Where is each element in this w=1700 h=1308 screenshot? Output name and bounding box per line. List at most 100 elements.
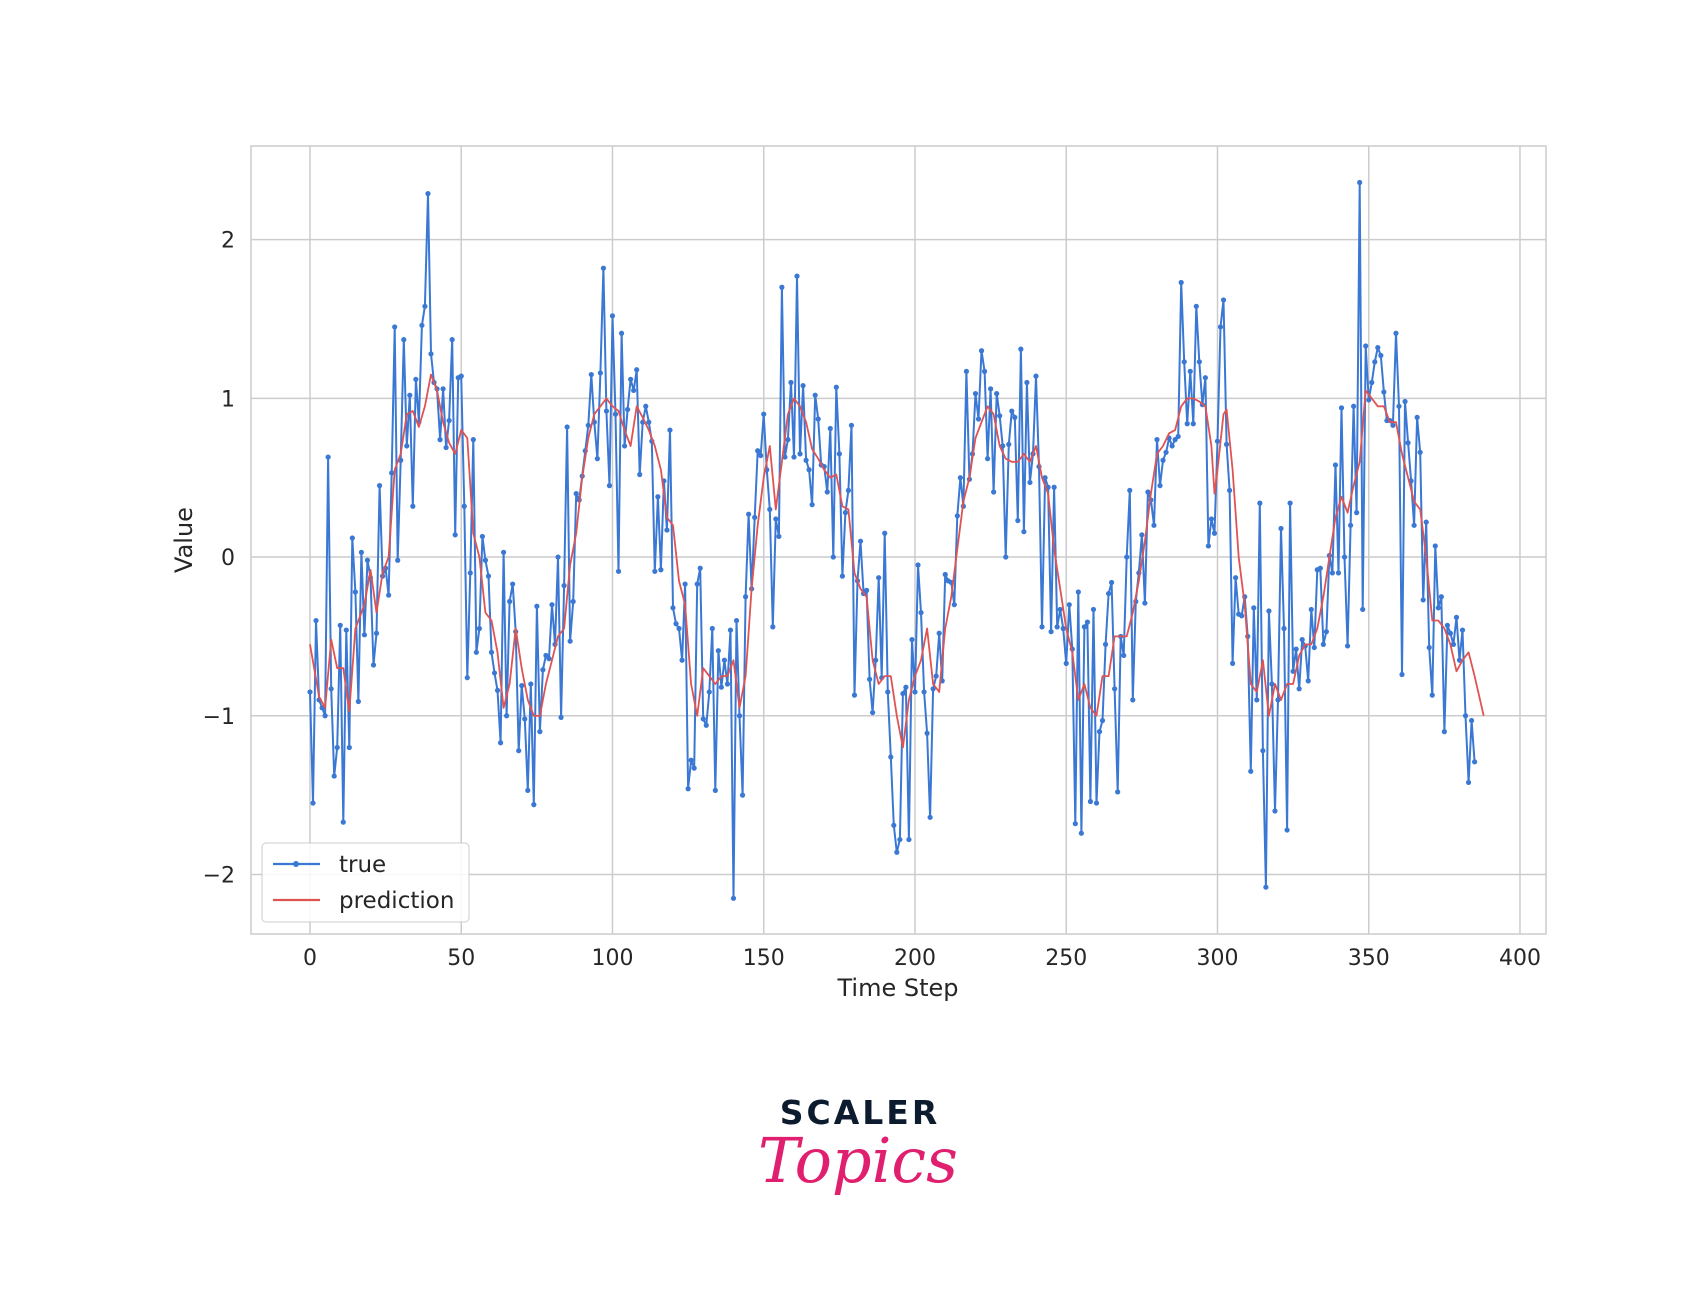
data-point-true (494, 687, 501, 693)
data-point-true (1226, 487, 1233, 494)
data-point-true (1323, 629, 1329, 635)
data-point-true (876, 575, 882, 581)
data-point-true (1084, 619, 1091, 625)
data-point-true (1432, 543, 1438, 549)
data-point-true (830, 554, 836, 560)
data-point-true (972, 390, 979, 397)
data-point-true (682, 581, 688, 587)
data-point-true (842, 510, 849, 516)
data-point-true (997, 413, 1003, 419)
data-point-true (1000, 443, 1006, 449)
data-point-true (476, 625, 482, 632)
data-point-true (885, 689, 891, 695)
data-point-true (1196, 359, 1202, 365)
data-point-true (437, 437, 443, 443)
data-point-true (340, 819, 346, 825)
data-point-true (625, 406, 631, 413)
data-point-true (549, 602, 555, 608)
data-point-true (1033, 373, 1039, 379)
data-point-true (561, 583, 567, 589)
data-point-true (770, 624, 776, 630)
data-point-true (1109, 579, 1115, 586)
data-point-true (1066, 602, 1072, 608)
data-point-true (1081, 624, 1087, 630)
data-point-true (882, 530, 888, 536)
data-point-true (1305, 678, 1311, 684)
data-point-true (1372, 359, 1378, 365)
data-point-true (1018, 346, 1024, 352)
data-point-true (1015, 517, 1021, 524)
data-point-true (776, 533, 782, 540)
data-point-true (779, 284, 785, 290)
data-point-true (473, 649, 479, 655)
data-point-true (1154, 437, 1160, 443)
data-point-true (688, 757, 694, 763)
data-point-true (479, 533, 486, 540)
data-point-true (981, 368, 988, 374)
data-point-true (1459, 627, 1466, 633)
data-point-true (516, 748, 522, 754)
data-point-true (443, 444, 449, 451)
data-point-true (845, 487, 852, 494)
data-point-true (1438, 594, 1444, 600)
data-point-true (461, 503, 467, 509)
data-point-true (355, 698, 361, 705)
data-point-true (676, 625, 682, 632)
data-point-true (800, 383, 806, 389)
x-tick-label: 150 (743, 946, 785, 971)
data-point-true (525, 787, 531, 793)
data-point-true (631, 387, 637, 394)
data-point-true (1121, 652, 1127, 659)
data-point-true (1184, 421, 1190, 427)
series-line-prediction (309, 373, 1485, 749)
data-point-true (1347, 522, 1354, 528)
data-point-true (667, 427, 673, 433)
data-point-true (612, 411, 619, 417)
data-point-true (1012, 414, 1018, 420)
data-point-true (1223, 441, 1230, 447)
data-point-true (1429, 692, 1435, 698)
data-point-true (1357, 179, 1363, 186)
legend-label-prediction: prediction (339, 888, 454, 914)
data-point-true (1363, 343, 1369, 349)
data-point-true (1072, 821, 1078, 827)
x-tick-label: 300 (1196, 946, 1238, 971)
data-point-true (685, 786, 691, 792)
data-point-true (1096, 729, 1103, 735)
data-point-true (325, 454, 331, 460)
x-axis-label: Time Step (836, 974, 958, 1002)
data-point-true (1260, 748, 1266, 754)
data-point-true (1233, 575, 1239, 581)
data-point-true (788, 379, 794, 386)
data-point-true (534, 603, 540, 609)
data-point-true (963, 368, 970, 374)
tick-labels: 0 50 100 150 200 250 300 350 400 −2 −1 0 1 2 (203, 229, 1541, 971)
data-point-true (739, 792, 746, 798)
data-point-true (815, 416, 821, 422)
data-point-true (721, 657, 728, 663)
data-point-true (851, 692, 858, 698)
data-point-true (1381, 389, 1387, 395)
data-point-true (621, 443, 628, 449)
data-point-true (491, 670, 498, 676)
data-point-true (1335, 570, 1342, 576)
data-point-true (1426, 644, 1432, 651)
data-point-true (389, 470, 395, 476)
data-point-true (428, 351, 434, 357)
data-point-true (718, 684, 724, 690)
data-point-true (594, 456, 600, 462)
data-point-true (307, 689, 313, 695)
data-point-true (755, 448, 761, 454)
data-point-true (664, 527, 670, 533)
data-point-true (310, 800, 316, 806)
data-point-true (1169, 443, 1175, 449)
data-point-true (930, 686, 936, 692)
data-point-true (588, 371, 594, 378)
legend-marker-true (293, 861, 299, 867)
data-point-true (419, 322, 425, 328)
data-point-true (452, 532, 458, 538)
data-point-true (646, 419, 652, 425)
data-point-true (1472, 759, 1478, 765)
data-point-true (1299, 636, 1305, 643)
data-point-true (1048, 629, 1054, 635)
